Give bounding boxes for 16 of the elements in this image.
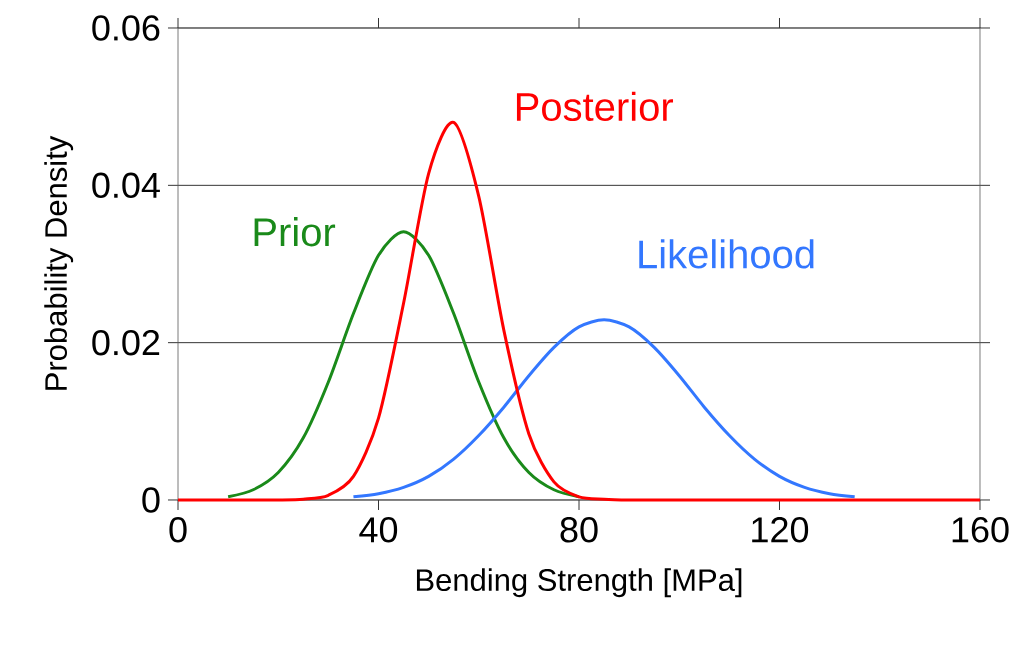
- y-tick-label: 0.02: [92, 329, 160, 356]
- x-tick-label: 160: [952, 517, 1009, 543]
- series-label: Posterior: [516, 91, 674, 122]
- series-label: Prior: [254, 217, 336, 247]
- y-axis-title: Probability Density: [44, 135, 74, 390]
- x-tick-label: 120: [752, 517, 809, 543]
- series-label: Likelihood: [639, 239, 814, 269]
- line-series: [351, 318, 857, 499]
- y-tick-label: 0.04: [92, 172, 160, 199]
- x-tick-label: 80: [560, 517, 598, 543]
- x-axis-title: Bending Strength [MPa]: [416, 568, 742, 598]
- x-tick-label: 0: [169, 517, 187, 543]
- line-series: [176, 120, 982, 502]
- y-tick-label: 0.06: [92, 15, 160, 41]
- x-tick-label: 40: [359, 517, 398, 543]
- y-tick-label: 0: [142, 487, 160, 513]
